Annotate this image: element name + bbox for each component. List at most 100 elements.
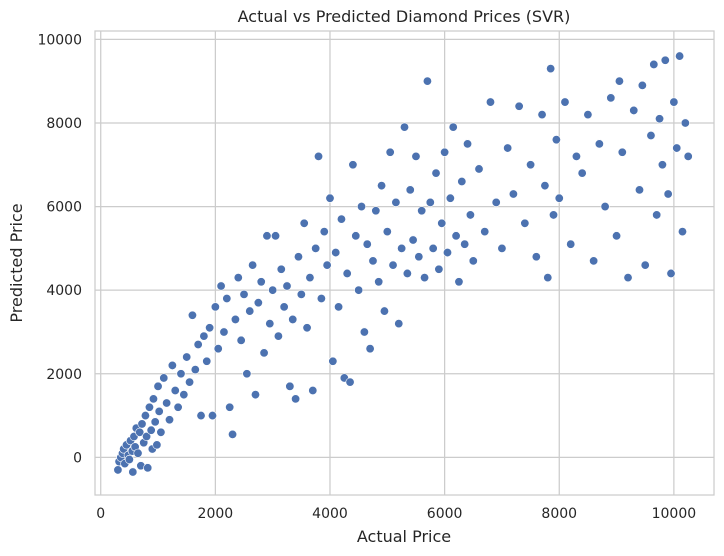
data-point <box>173 402 183 412</box>
data-point <box>179 390 189 400</box>
data-point <box>526 160 536 170</box>
data-point <box>368 256 378 266</box>
data-point <box>156 427 166 437</box>
data-point <box>377 181 387 191</box>
data-point <box>331 248 341 258</box>
data-point <box>135 427 145 437</box>
plot-area <box>94 30 715 496</box>
data-point <box>153 381 163 391</box>
y-tick-label: 4000 <box>46 283 82 299</box>
data-point <box>465 210 475 220</box>
data-point <box>388 260 398 270</box>
y-tick-label: 10000 <box>37 32 82 48</box>
data-point <box>543 273 553 283</box>
data-point <box>242 369 252 379</box>
data-point <box>351 231 361 241</box>
data-point <box>311 243 321 253</box>
data-point <box>514 101 524 111</box>
x-tick-label: 6000 <box>427 506 463 522</box>
data-point <box>589 256 599 266</box>
data-point <box>442 248 452 258</box>
x-tick-label: 4000 <box>312 506 348 522</box>
data-point <box>683 151 693 161</box>
data-point <box>170 385 180 395</box>
data-point <box>634 185 644 195</box>
data-point <box>308 385 318 395</box>
data-point <box>159 373 169 383</box>
data-point <box>566 239 576 249</box>
data-point <box>503 143 513 153</box>
data-point <box>137 419 147 429</box>
data-point <box>454 277 464 287</box>
data-point <box>397 243 407 253</box>
data-point <box>549 210 559 220</box>
data-point <box>463 139 473 149</box>
data-point <box>133 448 143 458</box>
data-point <box>357 202 367 212</box>
data-point <box>583 110 593 120</box>
data-point <box>434 264 444 274</box>
data-point <box>399 122 409 132</box>
data-point <box>152 440 162 450</box>
data-point <box>422 76 432 86</box>
data-point <box>600 202 610 212</box>
y-tick-label: 6000 <box>46 200 82 216</box>
data-point <box>629 105 639 115</box>
data-point <box>394 319 404 329</box>
data-point <box>128 467 138 477</box>
data-point <box>233 273 243 283</box>
data-point <box>142 431 152 441</box>
data-point <box>245 306 255 316</box>
data-point <box>540 181 550 191</box>
data-point <box>408 235 418 245</box>
data-point <box>219 327 229 337</box>
data-point <box>236 335 246 345</box>
data-point <box>371 206 381 216</box>
data-point <box>165 415 175 425</box>
data-point <box>185 377 195 387</box>
data-point <box>259 348 269 358</box>
data-point <box>148 394 158 404</box>
data-point <box>239 289 249 299</box>
y-axis-ticks: 0 2000 4000 6000 8000 10000 <box>37 32 82 466</box>
data-point <box>293 252 303 262</box>
data-point <box>468 256 478 266</box>
data-point <box>202 356 212 366</box>
data-point <box>411 151 421 161</box>
data-point <box>336 214 346 224</box>
data-point <box>546 64 556 74</box>
data-point <box>210 302 220 312</box>
data-point <box>305 273 315 283</box>
data-point <box>222 294 232 304</box>
data-point <box>640 260 650 270</box>
data-point <box>420 273 430 283</box>
data-point <box>144 402 154 412</box>
y-tick-label: 0 <box>73 450 82 466</box>
data-point <box>428 243 438 253</box>
data-point <box>299 218 309 228</box>
data-point <box>445 193 455 203</box>
data-point <box>617 147 627 157</box>
data-point <box>663 189 673 199</box>
data-point <box>646 131 656 141</box>
data-point <box>190 365 200 375</box>
data-point <box>285 381 295 391</box>
data-point <box>675 51 685 61</box>
data-point <box>279 302 289 312</box>
data-point <box>216 281 226 291</box>
data-point <box>342 268 352 278</box>
data-point <box>316 294 326 304</box>
data-point <box>437 218 447 228</box>
grid <box>95 31 714 495</box>
data-point <box>431 168 441 178</box>
data-point <box>193 340 203 350</box>
data-point <box>649 59 659 69</box>
data-point <box>354 285 364 295</box>
data-point <box>637 80 647 90</box>
data-point <box>228 429 238 439</box>
data-point <box>262 231 272 241</box>
data-point <box>414 252 424 262</box>
data-point <box>154 406 164 416</box>
data-point <box>677 227 687 237</box>
